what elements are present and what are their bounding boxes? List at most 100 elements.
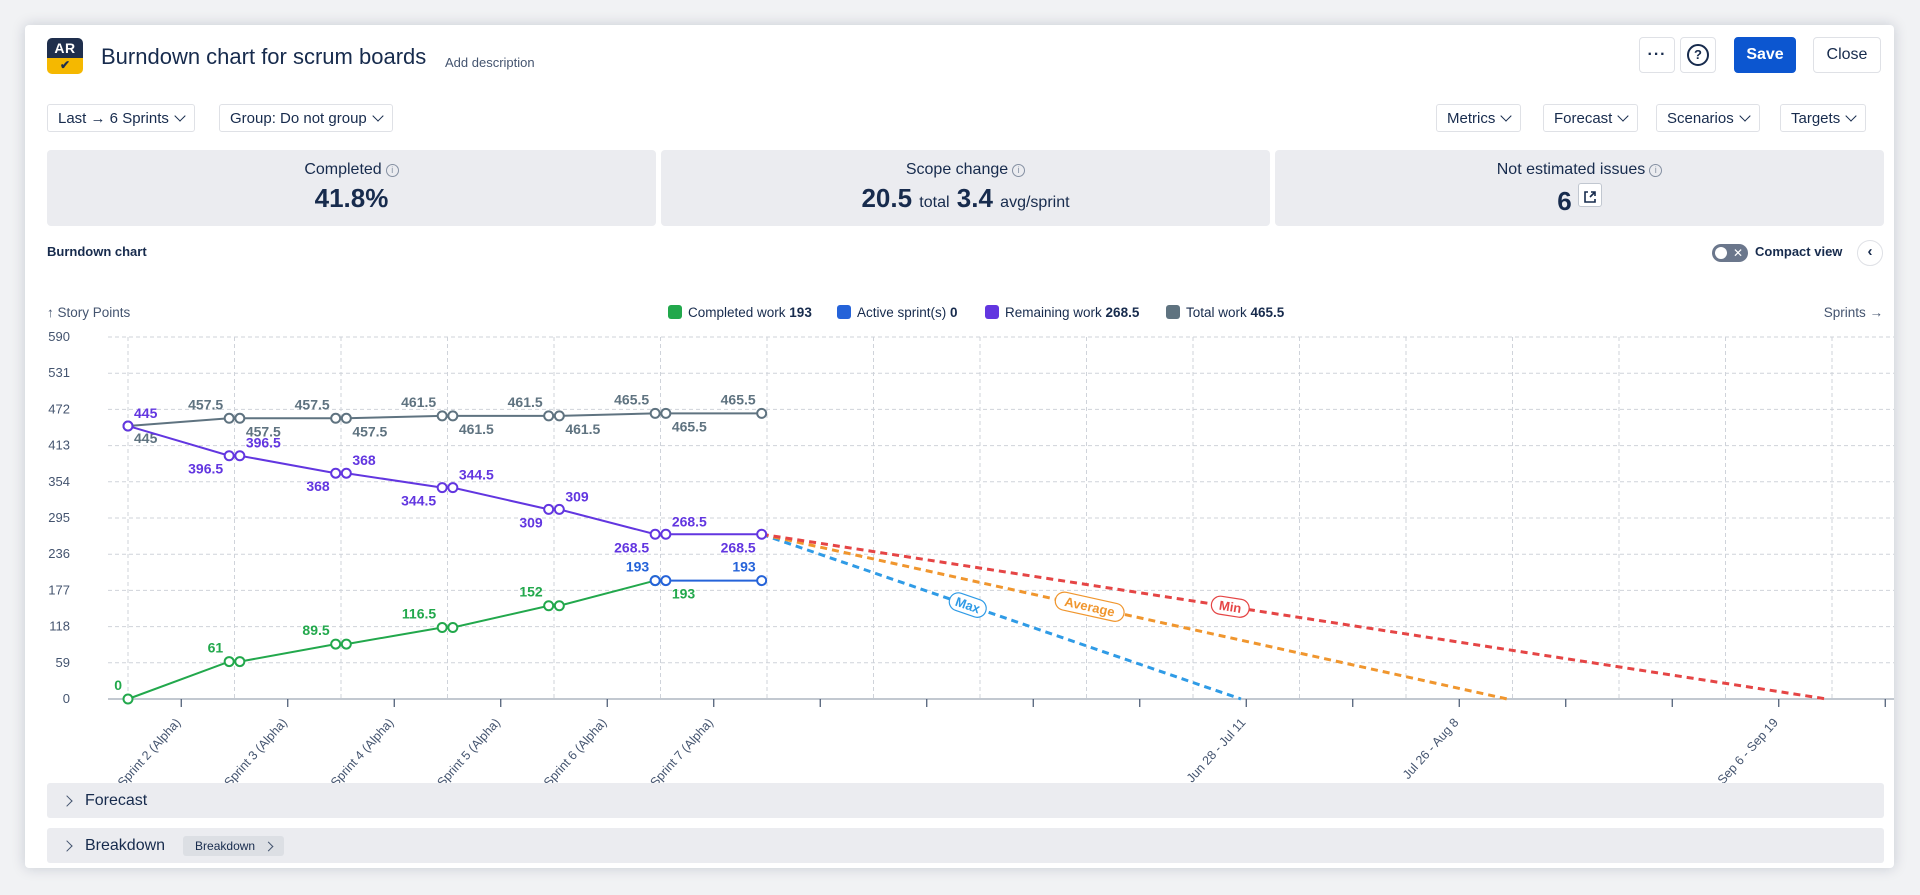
forecast-label: Forecast <box>1554 109 1613 127</box>
data-label: 457.5 <box>246 423 281 439</box>
more-options-button[interactable]: ··· <box>1639 37 1675 73</box>
save-button[interactable]: Save <box>1734 37 1796 73</box>
chevron-down-icon <box>1739 110 1751 122</box>
data-point <box>660 575 672 587</box>
y-axis-label: ↑ Story Points <box>47 305 131 320</box>
data-label: 445 <box>134 405 158 421</box>
data-point <box>234 450 246 462</box>
add-description-link[interactable]: Add description <box>445 55 535 70</box>
data-label: 457.5 <box>188 396 223 412</box>
completed-card: Completed i 41.8% <box>47 150 656 226</box>
close-icon: ✕ <box>1732 246 1743 260</box>
data-label: 465.5 <box>672 418 707 434</box>
range-dropdown[interactable]: Last → 6 Sprints <box>47 104 195 132</box>
data-point <box>223 450 235 462</box>
data-point <box>756 575 768 587</box>
data-point <box>330 412 342 424</box>
forecast-label-bg <box>1210 595 1250 618</box>
group-dropdown[interactable]: Group: Do not group <box>219 104 393 132</box>
data-label: 193 <box>626 559 650 575</box>
data-point <box>340 412 352 424</box>
data-label: 457.5 <box>352 423 387 439</box>
chevron-down-icon <box>1500 110 1513 122</box>
data-point <box>122 693 134 705</box>
page-title: Burndown chart for scrum boards <box>101 44 427 69</box>
data-point <box>436 410 448 422</box>
forecast-accordion[interactable]: Forecast <box>47 783 1884 818</box>
data-label: 461.5 <box>508 394 543 410</box>
forecast-label: Max <box>948 592 987 618</box>
compact-view-label: Compact view <box>1755 244 1843 259</box>
data-label: 396.5 <box>246 435 281 451</box>
legend-swatch <box>837 305 851 319</box>
info-icon[interactable]: i <box>1649 164 1663 177</box>
data-point <box>543 600 555 612</box>
close-button[interactable]: Close <box>1813 37 1881 73</box>
breakdown-accordion[interactable]: Breakdown Breakdown <box>47 828 1884 863</box>
data-point <box>756 407 768 419</box>
range-label: Last → 6 Sprints <box>58 109 169 127</box>
help-button[interactable]: ? <box>1680 37 1716 73</box>
chevron-down-icon <box>1617 110 1630 122</box>
data-label: 461.5 <box>459 421 494 437</box>
forecast-accordion-label: Forecast <box>85 791 148 809</box>
forecast-line <box>761 532 1242 701</box>
chevron-right-icon <box>61 794 73 807</box>
data-label: 396.5 <box>188 461 223 477</box>
x-tick-label: Sprint 5 (Alpha) <box>434 716 503 790</box>
logo-text: AR <box>47 38 83 58</box>
data-label: 344.5 <box>401 493 436 509</box>
forecast-dropdown[interactable]: Forecast <box>1543 104 1639 132</box>
data-point <box>553 503 565 515</box>
breakdown-tag-label: Breakdown <box>195 838 256 853</box>
data-point <box>436 482 448 494</box>
scenarios-dropdown[interactable]: Scenarios <box>1656 104 1760 132</box>
legend-item: Completed work 193 <box>688 305 812 320</box>
data-point <box>234 656 246 668</box>
data-point <box>649 575 661 587</box>
toggle-knob <box>1715 247 1727 259</box>
y-tick-label: 413 <box>48 438 70 453</box>
x-axis-label: Sprints → <box>1824 305 1883 320</box>
not-estimated-card: Not estimated issues i 6 <box>1275 150 1884 226</box>
forecast-label: Min <box>1210 595 1250 618</box>
legend-item: Active sprint(s) 0 <box>857 305 958 320</box>
data-label: 461.5 <box>565 421 600 437</box>
x-tick-label: Sprint 6 (Alpha) <box>541 716 610 790</box>
targets-dropdown[interactable]: Targets <box>1780 104 1867 132</box>
info-icon[interactable]: i <box>385 164 399 177</box>
collapse-panel-button[interactable]: ‹ <box>1857 240 1883 266</box>
completed-value: 41.8% <box>314 183 389 213</box>
data-point <box>649 407 661 419</box>
external-link-icon[interactable] <box>1577 183 1602 207</box>
info-icon[interactable]: i <box>1012 164 1026 177</box>
data-point <box>122 420 134 432</box>
breakdown-tag[interactable]: Breakdown <box>183 835 285 856</box>
chevron-left-icon: ‹ <box>1867 243 1873 260</box>
breakdown-accordion-label: Breakdown <box>85 836 166 854</box>
x-tick-label: Jun 28 - Jul 11 <box>1184 716 1249 786</box>
metrics-label: Metrics <box>1447 109 1496 127</box>
data-label: 116.5 <box>402 606 436 622</box>
metrics-dropdown[interactable]: Metrics <box>1436 104 1522 132</box>
data-label: 445 <box>134 430 158 446</box>
scope-change-card: Scope change i 20.5 total 3.4 avg/sprint <box>661 150 1270 226</box>
data-label: 268.5 <box>721 539 756 555</box>
chevron-right-icon <box>263 841 274 851</box>
x-tick-label: Sprint 4 (Alpha) <box>328 716 397 790</box>
data-label: 461.5 <box>401 394 436 410</box>
help-icon: ? <box>1687 44 1709 66</box>
data-label: 368 <box>352 452 376 468</box>
y-tick-label: 590 <box>48 329 70 344</box>
data-label: 268.5 <box>672 513 707 529</box>
data-label: 465.5 <box>614 391 649 407</box>
forecast-label-text: Min <box>1218 598 1242 616</box>
chart-section-title: Burndown chart <box>47 244 147 259</box>
data-point <box>340 467 352 479</box>
x-tick-label: Sprint 3 (Alpha) <box>221 716 290 790</box>
forecast-label-bg <box>1054 591 1125 622</box>
x-tick-label: Sprint 7 (Alpha) <box>647 716 716 790</box>
y-tick-label: 295 <box>48 510 70 525</box>
data-point <box>543 410 555 422</box>
compact-view-toggle[interactable]: ✕ <box>1712 244 1748 262</box>
